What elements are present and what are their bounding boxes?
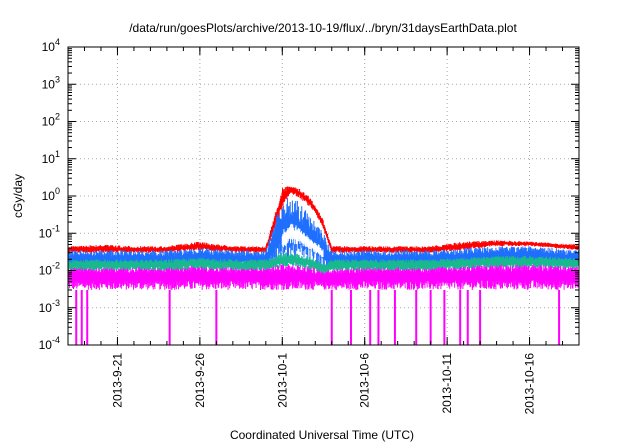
y-tick-base: 10	[42, 189, 56, 203]
y-tick-exponent: 4	[55, 37, 60, 47]
y-tick-base: 10	[39, 338, 53, 352]
y-axis-label: cGy/day	[11, 174, 25, 218]
grid-lines	[68, 47, 579, 345]
y-tick-label: 10-3	[39, 298, 60, 315]
series-band	[67, 261, 580, 345]
y-tick-base: 10	[42, 40, 56, 54]
y-tick-base: 10	[39, 264, 53, 278]
y-tick-exponent: 0	[55, 186, 60, 196]
x-tick-label: 2013-10-16	[523, 353, 537, 415]
series-layer	[67, 186, 580, 345]
x-tick-label: 2013-10-11	[440, 353, 454, 414]
y-tick-label: 10-1	[39, 223, 60, 240]
y-tick-base: 10	[39, 301, 53, 315]
y-tick-label: 10-4	[39, 335, 60, 352]
chart-title: /data/run/goesPlots/archive/2013-10-19/f…	[129, 21, 517, 35]
y-tick-label: 103	[42, 74, 60, 91]
y-tick-exponent: 3	[55, 74, 60, 84]
y-tick-exponent: -2	[52, 261, 60, 271]
series-band	[281, 223, 324, 258]
y-tick-exponent: -1	[52, 223, 60, 233]
y-tick-exponent: 2	[55, 112, 60, 122]
y-tick-label: 101	[42, 149, 60, 166]
y-tick-exponent: -4	[52, 335, 60, 345]
axis-ticks: 10-410-310-210-11001011021031042013-9-21…	[39, 37, 580, 415]
x-tick-label: 2013-9-26	[193, 353, 207, 408]
x-tick-label: 2013-10-6	[358, 353, 372, 408]
y-tick-exponent: -3	[52, 298, 60, 308]
y-tick-base: 10	[42, 115, 56, 129]
y-tick-label: 100	[42, 186, 60, 203]
y-tick-base: 10	[39, 226, 53, 240]
x-tick-label: 2013-10-1	[275, 353, 289, 408]
y-tick-exponent: 1	[55, 149, 60, 159]
y-tick-label: 10-2	[39, 261, 60, 278]
y-tick-base: 10	[42, 152, 56, 166]
y-tick-label: 102	[42, 112, 60, 129]
y-tick-label: 104	[42, 37, 60, 54]
series-trace	[281, 223, 324, 258]
y-tick-base: 10	[42, 77, 56, 91]
x-axis-label: Coordinated Universal Time (UTC)	[230, 428, 414, 442]
x-tick-label: 2013-9-21	[110, 353, 124, 408]
